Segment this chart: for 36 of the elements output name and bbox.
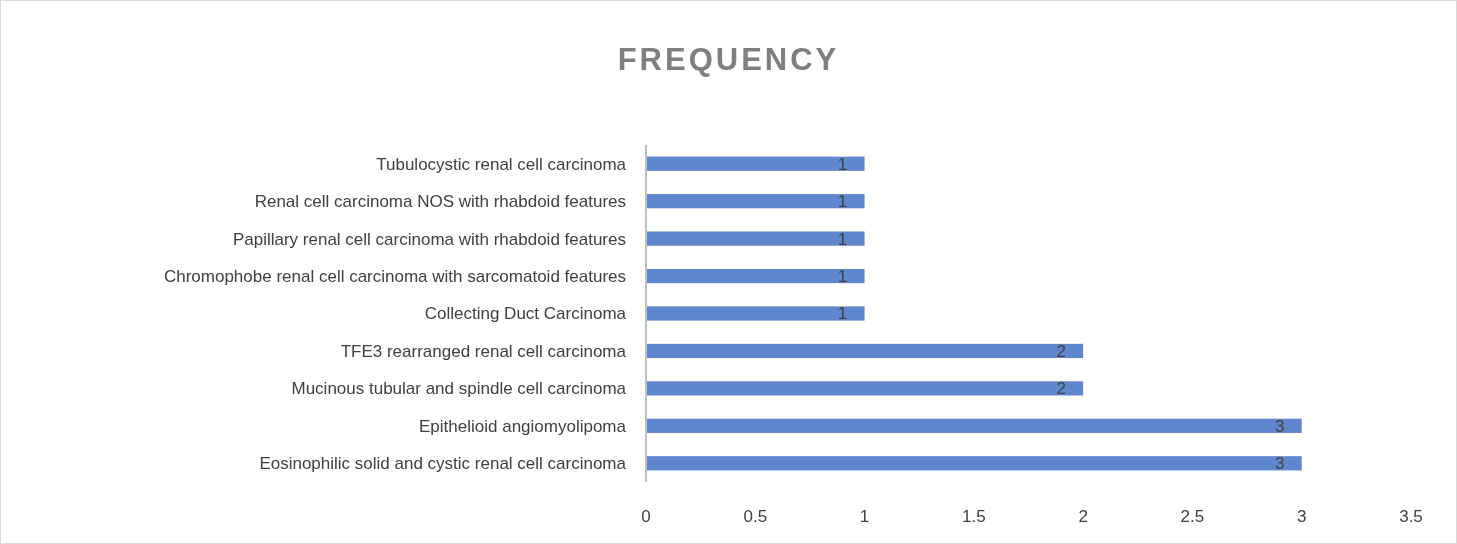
y-tick-label: Mucinous tubular and spindle cell carcinoma <box>291 379 627 399</box>
bar <box>646 418 1302 433</box>
x-tick-label: 0.5 <box>743 507 768 526</box>
y-tick-label: TFE3 rearranged renal cell carcinoma <box>340 341 627 361</box>
bar <box>646 381 1084 396</box>
x-tick-label: 1.5 <box>962 507 986 526</box>
data-label: 1 <box>837 154 848 174</box>
x-tick-label: 1 <box>859 507 870 526</box>
y-tick-label: Eosinophilic solid and cystic renal cell carcinoma <box>259 454 627 474</box>
y-tick-label: Collecting Duct Carcinoma <box>424 304 627 324</box>
bar <box>646 343 1084 359</box>
y-tick-label: Papillary renal cell carcinoma with rhabdoid features <box>232 229 626 249</box>
x-tick-label: 3 <box>1296 507 1307 526</box>
y-tick-label: Renal cell carcinoma NOS with rhabdoid features <box>254 192 626 212</box>
data-label: 2 <box>1056 341 1066 361</box>
x-tick-label: 2 <box>1078 507 1088 526</box>
x-tick-label: 3.5 <box>1399 507 1423 526</box>
bar <box>646 156 865 171</box>
data-label: 2 <box>1056 379 1066 399</box>
data-label: 3 <box>1274 454 1285 474</box>
data-label: 1 <box>837 229 848 249</box>
bar <box>646 194 865 209</box>
bar <box>646 456 1302 471</box>
y-tick-label: Chromophobe renal cell carcinoma with sarcomatoid features <box>163 267 626 287</box>
data-label: 1 <box>837 267 848 287</box>
bar <box>646 231 865 246</box>
bar <box>646 268 865 284</box>
data-label: 3 <box>1274 416 1285 436</box>
data-label: 1 <box>837 192 848 212</box>
y-tick-label: Epithelioid angiomyolipoma <box>419 416 627 436</box>
x-tick-label: 2.5 <box>1180 507 1205 526</box>
y-tick-label: Tubulocystic renal cell carcinoma <box>376 154 627 174</box>
x-tick-label: 0 <box>641 507 651 526</box>
bar <box>646 306 865 321</box>
data-label: 1 <box>837 304 848 324</box>
chart-title: FREQUENCY <box>617 42 840 77</box>
